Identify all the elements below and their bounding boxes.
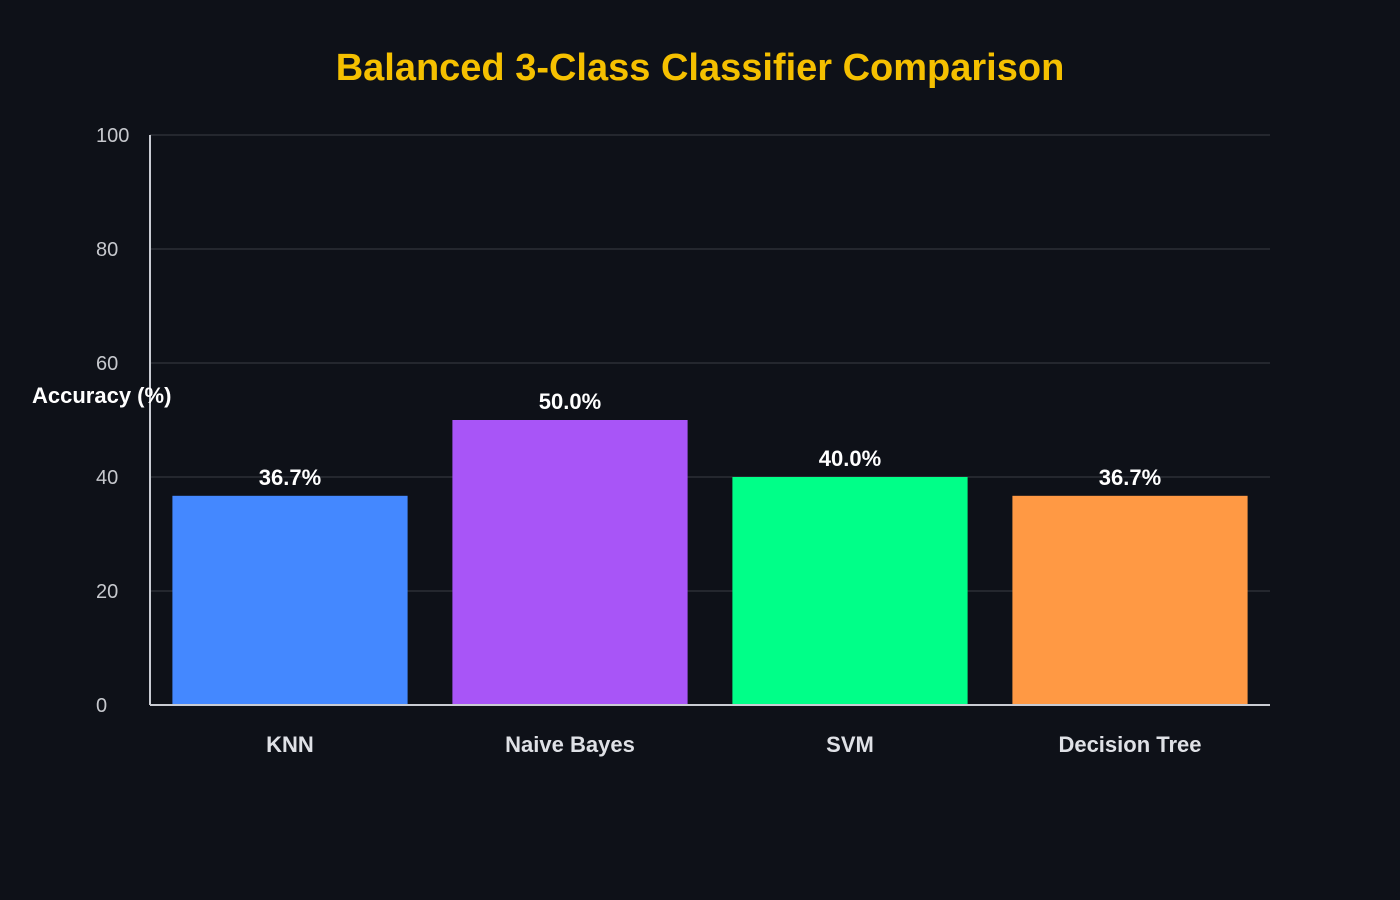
x-tick-label: KNN	[266, 732, 314, 757]
x-tick-label: Naive Bayes	[505, 732, 635, 757]
bar	[172, 495, 408, 705]
chart-title: Balanced 3-Class Classifier Comparison	[336, 47, 1065, 89]
data-label: 50.0%	[539, 389, 601, 414]
bar	[1012, 495, 1248, 705]
data-label: 36.7%	[259, 465, 321, 490]
x-tick-labels: KNN Naive Bayes SVM Decision Tree	[266, 732, 1201, 757]
data-label: 36.7%	[1099, 465, 1161, 490]
y-tick-label: 80	[96, 239, 118, 261]
bar	[452, 420, 688, 705]
y-tick-label: 20	[96, 581, 118, 603]
bar	[732, 477, 968, 705]
data-labels: 36.7% 50.0% 40.0% 36.7%	[259, 389, 1161, 490]
y-tick-label: 40	[96, 467, 118, 489]
bars	[172, 420, 1248, 705]
y-tick-labels: 0 20 40 60 80 100	[96, 125, 129, 717]
y-tick-label: 0	[96, 695, 107, 717]
y-tick-label: 60	[96, 353, 118, 375]
data-label: 40.0%	[819, 446, 881, 471]
y-tick-label: 100	[96, 125, 129, 147]
x-tick-label: SVM	[826, 732, 874, 757]
x-tick-label: Decision Tree	[1058, 732, 1201, 757]
y-axis-label: Accuracy (%)	[32, 383, 171, 408]
